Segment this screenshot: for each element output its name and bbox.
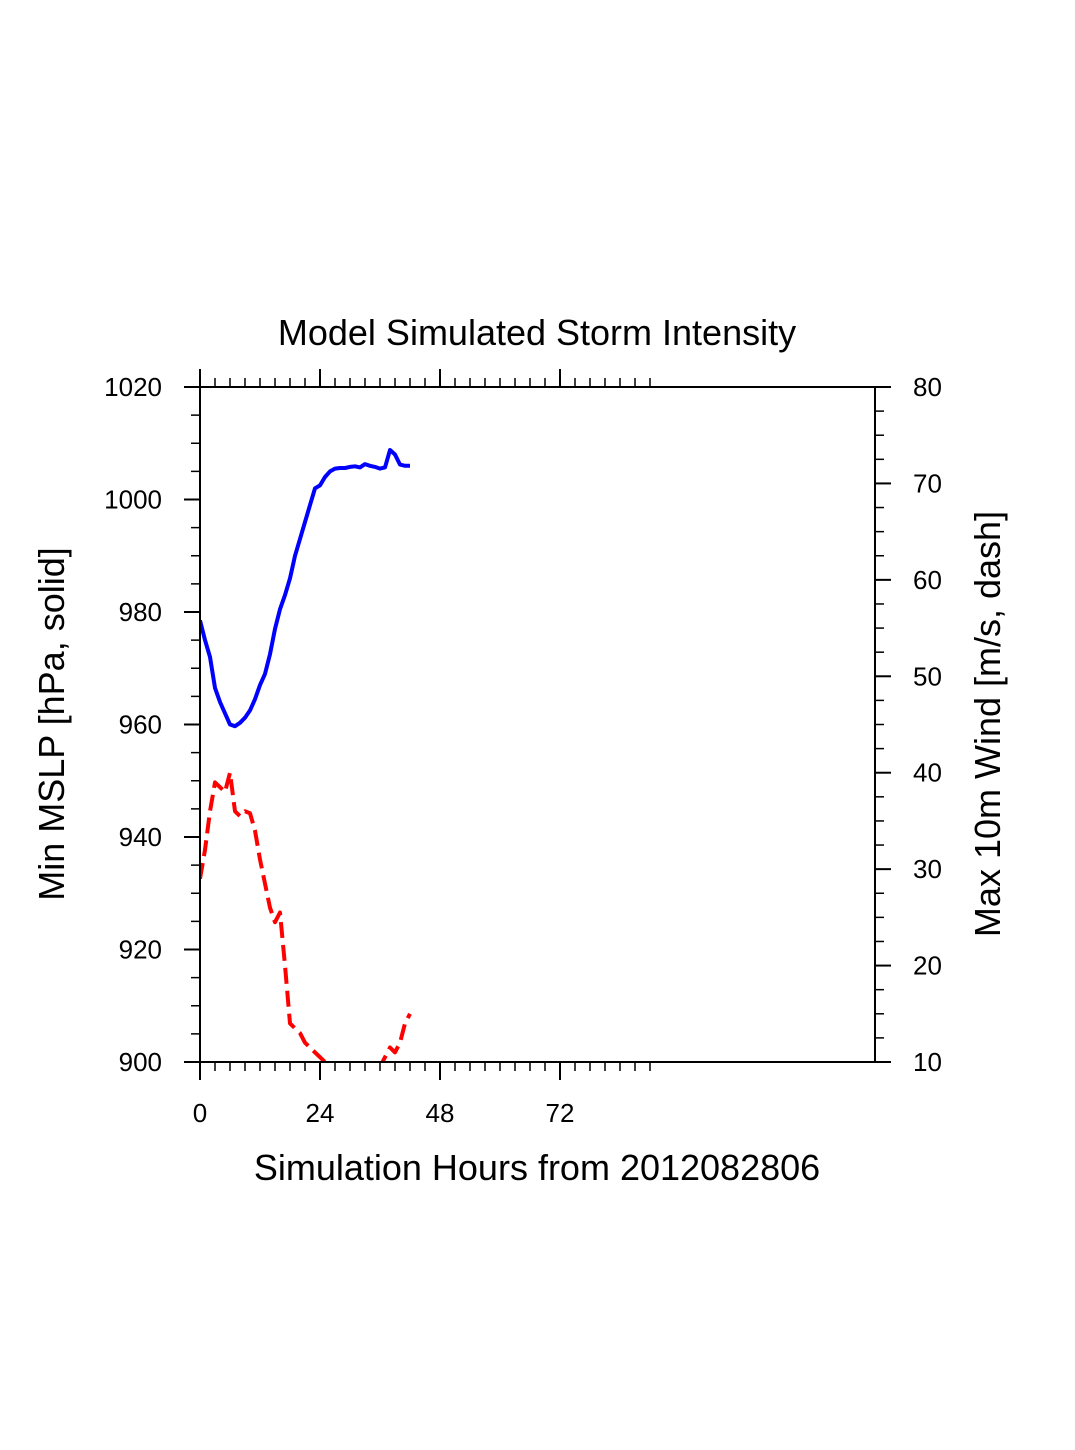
y2-tick-label: 10 (913, 1047, 942, 1077)
y2-tick-label: 20 (913, 951, 942, 981)
min-mslp-series-line (200, 448, 410, 729)
y-tick-label: 940 (119, 822, 162, 852)
y2-tick-label: 80 (913, 372, 942, 402)
tick-marks-group (184, 369, 891, 1080)
tick-labels-group: 0 24 48 72900920940960980100010201020304050… (104, 372, 942, 1128)
x-tick-label: 24 (306, 1098, 335, 1128)
y2-tick-label: 70 (913, 468, 942, 498)
y-axis-label: Min MSLP [hPa, solid] (31, 547, 72, 901)
x-tick-label: 48 (426, 1098, 455, 1128)
x-tick-label: 72 (546, 1098, 575, 1128)
plot-frame (199, 386, 876, 1063)
y-tick-label: 1020 (104, 372, 162, 402)
y-tick-label: 900 (119, 1047, 162, 1077)
y-tick-label: 920 (119, 935, 162, 965)
y-tick-label: 1000 (104, 485, 162, 515)
x-axis-label: Simulation Hours from 2012082806 (254, 1147, 820, 1188)
plot-series-group (200, 448, 412, 1062)
y2-tick-label: 60 (913, 565, 942, 595)
chart-title: Model Simulated Storm Intensity (278, 312, 796, 353)
y-tick-label: 960 (119, 710, 162, 740)
y2-tick-label: 50 (913, 661, 942, 691)
y2-tick-label: 40 (913, 758, 942, 788)
x-tick-label: 0 (193, 1098, 207, 1128)
max-wind-series-line (200, 770, 412, 1062)
y-tick-label: 980 (119, 597, 162, 627)
y2-tick-label: 30 (913, 854, 942, 884)
y2-axis-label: Max 10m Wind [m/s, dash] (967, 511, 1008, 937)
